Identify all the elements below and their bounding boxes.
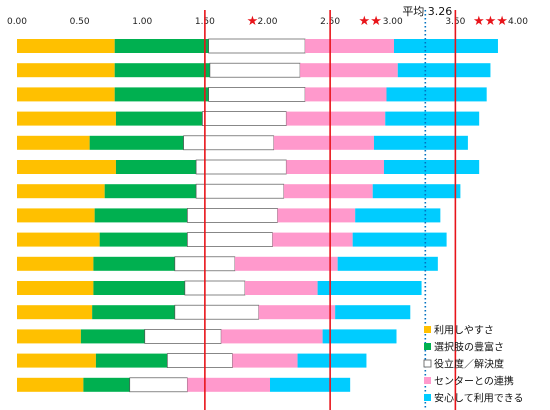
average-label: 平均 3.26 <box>402 5 452 18</box>
bar-segment <box>93 256 175 271</box>
bar-segment <box>114 87 209 102</box>
bar-segment <box>174 304 260 320</box>
bar-segment <box>305 39 395 53</box>
bar-segment <box>186 232 273 247</box>
bar-segment <box>286 160 384 174</box>
bar-segment <box>297 353 367 368</box>
x-tick-label: 3.00 <box>383 17 403 27</box>
bar-segment <box>394 39 498 53</box>
bar-segment <box>80 329 145 344</box>
bar-segment <box>92 305 175 320</box>
bar-segment <box>221 329 323 344</box>
bar-segment <box>258 305 336 320</box>
bar-segment <box>183 135 275 151</box>
bar-segment <box>115 111 203 126</box>
bar-segment <box>208 87 306 102</box>
bar-segment <box>187 377 271 392</box>
x-tick-label: 2.00 <box>257 17 277 27</box>
bar-segment <box>270 377 351 392</box>
bar-segment <box>234 256 338 271</box>
star-rating-mark: ★ <box>247 14 259 29</box>
bar-segment <box>208 38 306 54</box>
x-tick-label: 0.50 <box>70 17 90 27</box>
bar-segment <box>17 281 94 295</box>
bar-segment <box>17 160 116 174</box>
bar-segment <box>114 39 209 53</box>
bar-segment <box>383 160 480 174</box>
bar-segment <box>94 208 188 223</box>
bar-segment <box>337 256 438 271</box>
bar-segment <box>305 87 387 102</box>
x-tick-label: 4.00 <box>508 17 528 27</box>
bar-segment <box>99 232 188 247</box>
bar-segment <box>17 377 84 392</box>
bar-segment <box>322 329 397 344</box>
legend-swatch <box>424 394 431 401</box>
legend-label: 安心して利用できる <box>434 392 524 405</box>
bar-segment <box>195 159 287 175</box>
x-tick-label: 0.00 <box>7 17 27 27</box>
bar-segment <box>286 111 386 126</box>
bar-segment <box>17 256 94 271</box>
bar-segment <box>335 305 411 320</box>
legend-label: 役立度／解決度 <box>434 358 504 371</box>
bar-segment <box>355 208 441 223</box>
bar-segment <box>277 208 356 223</box>
bar-segment <box>202 111 287 126</box>
legend-label: 利用しやすさ <box>434 325 494 337</box>
star-rating-mark: ★★ <box>359 14 382 29</box>
bar-segment <box>93 281 185 295</box>
bar-segment <box>95 353 168 368</box>
x-tick-label: 1.00 <box>132 17 152 27</box>
bar-segment <box>144 329 222 344</box>
bar-segment <box>129 377 188 393</box>
bar-segment <box>17 329 81 344</box>
legend-swatch <box>424 377 431 384</box>
bar-segment <box>209 62 301 78</box>
bar-segment <box>115 160 197 174</box>
legend-swatch <box>424 326 431 333</box>
bar-segment <box>186 208 278 223</box>
bar-segment <box>272 232 353 247</box>
bar-segment <box>17 87 115 102</box>
bar-segment <box>17 39 115 53</box>
bar-segment <box>104 184 197 199</box>
star-rating-mark: ★★★ <box>473 14 508 29</box>
bar-segment <box>317 281 422 295</box>
legend-swatch <box>423 359 432 368</box>
bar-segment <box>17 353 96 368</box>
bar-segment <box>17 305 93 320</box>
bar-segment <box>273 135 374 150</box>
bar-segment <box>283 184 373 199</box>
bar-segment <box>244 281 318 295</box>
bar-segment <box>385 111 480 126</box>
bar-segment <box>184 280 246 296</box>
legend-label: 選択肢の豊富さ <box>434 341 504 354</box>
legend-swatch <box>424 343 431 350</box>
legend-label: センターとの連携 <box>434 375 514 388</box>
x-axis-ticks: 0.000.501.001.502.002.503.003.504.00 <box>7 17 528 27</box>
bar-segment <box>166 353 233 368</box>
bar-segment <box>83 377 130 392</box>
bar-segment <box>17 184 105 199</box>
bar-segment <box>232 353 298 368</box>
bar-segment <box>17 208 95 223</box>
bar-segment <box>386 87 487 102</box>
bar-segment <box>352 232 447 247</box>
bar-segment <box>17 111 116 126</box>
bar-segment <box>114 63 210 78</box>
bar-segment <box>372 184 461 199</box>
bar-segment <box>300 63 398 78</box>
annotations: 平均 3.26 ★ ★★ ★★★ <box>247 5 508 29</box>
bar-segment <box>17 232 100 247</box>
bar-segment <box>17 63 115 78</box>
bar-segment <box>373 135 468 150</box>
bar-segment <box>195 183 285 199</box>
bar-segment <box>17 135 90 150</box>
bar-segment <box>89 135 184 150</box>
bar-segment <box>397 63 491 78</box>
